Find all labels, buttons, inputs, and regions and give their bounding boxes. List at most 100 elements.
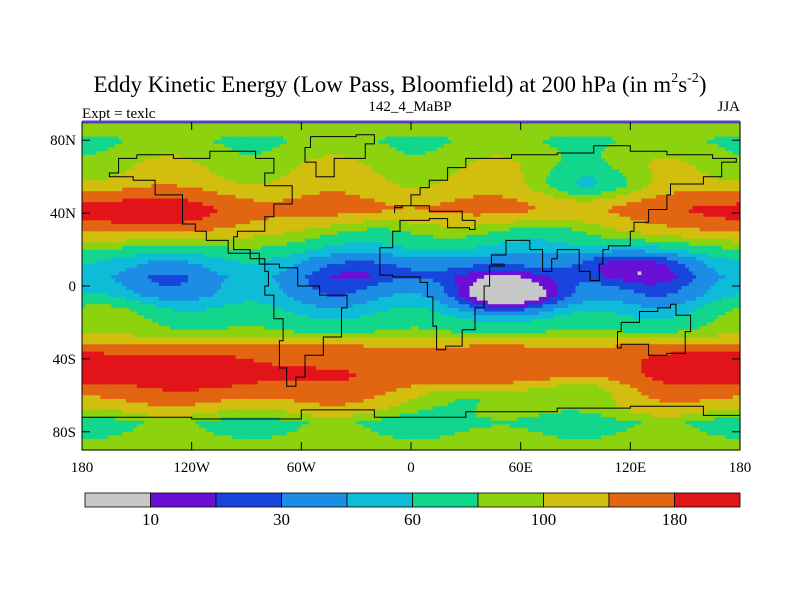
field-cell <box>242 191 248 196</box>
field-cell <box>440 140 445 145</box>
field-cell <box>147 151 153 156</box>
field-cell <box>729 129 734 134</box>
field-cell <box>436 194 441 200</box>
field-cell <box>692 136 697 141</box>
field-cell <box>246 122 251 127</box>
field-cell <box>520 213 525 218</box>
field-cell <box>538 194 544 200</box>
field-cell <box>151 154 156 160</box>
field-cell <box>480 169 485 174</box>
field-cell <box>612 173 617 178</box>
field-cell <box>345 136 350 141</box>
field-cell <box>436 147 441 152</box>
field-cell <box>612 183 617 189</box>
field-cell <box>557 194 562 200</box>
field-cell <box>228 147 233 152</box>
field-cell <box>352 198 357 203</box>
field-cell <box>312 213 317 218</box>
field-cell <box>184 122 189 127</box>
field-cell <box>465 213 471 218</box>
field-cell <box>487 154 493 160</box>
field-cell <box>666 129 672 134</box>
field-cell <box>85 183 90 189</box>
field-cell <box>326 205 332 211</box>
field-cell <box>688 176 694 181</box>
field-cell <box>688 209 694 214</box>
field-cell <box>253 220 259 225</box>
field-cell <box>674 158 679 163</box>
field-cell <box>85 173 90 178</box>
field-cell <box>560 158 566 163</box>
field-cell <box>447 136 452 141</box>
field-cell <box>685 125 690 130</box>
field-cell <box>491 140 496 145</box>
field-cell <box>224 136 229 141</box>
field-cell <box>436 169 441 174</box>
field-cell <box>341 183 346 189</box>
field-cell <box>158 125 164 130</box>
field-cell <box>670 216 675 221</box>
field-cell <box>220 213 226 218</box>
field-cell <box>180 180 185 185</box>
field-cell <box>520 154 525 160</box>
field-cell <box>436 140 441 145</box>
field-cell <box>549 187 555 192</box>
field-cell <box>436 165 441 170</box>
field-cell <box>155 216 160 221</box>
field-cell <box>261 205 266 211</box>
field-cell <box>378 151 383 156</box>
field-cell <box>374 169 379 174</box>
field-cell <box>396 191 401 196</box>
field-cell <box>337 205 343 211</box>
field-cell <box>319 158 324 163</box>
field-cell <box>699 202 705 207</box>
field-cell <box>527 209 533 214</box>
field-cell <box>535 176 540 181</box>
field-cell <box>268 143 273 149</box>
field-cell <box>166 154 171 160</box>
field-cell <box>538 173 544 178</box>
field-cell <box>443 162 449 167</box>
field-cell <box>703 151 708 156</box>
field-cell <box>231 122 237 127</box>
field-cell <box>188 140 193 145</box>
field-cell <box>644 216 650 221</box>
field-cell <box>480 205 485 211</box>
field-cell <box>129 158 134 163</box>
field-cell <box>626 136 631 141</box>
field-cell <box>118 198 123 203</box>
field-cell <box>619 202 624 207</box>
field-cell <box>166 143 171 149</box>
field-cell <box>155 220 160 225</box>
field-cell <box>447 122 452 127</box>
field-cell <box>476 176 482 181</box>
field-cell <box>623 132 628 138</box>
field-cell <box>301 154 306 160</box>
field-cell <box>473 132 478 138</box>
field-cell <box>696 151 701 156</box>
field-cell <box>147 180 153 185</box>
field-cell <box>542 183 547 189</box>
field-cell <box>597 209 602 214</box>
field-cell <box>304 220 310 225</box>
field-cell <box>107 180 112 185</box>
field-cell <box>184 220 189 225</box>
field-cell <box>677 205 683 211</box>
field-cell <box>582 216 588 221</box>
field-cell <box>140 158 145 163</box>
field-cell <box>111 136 116 141</box>
field-cell <box>462 205 467 211</box>
field-cell <box>495 176 500 181</box>
field-cell <box>162 220 167 225</box>
field-cell <box>122 194 127 200</box>
field-cell <box>557 183 562 189</box>
field-cell <box>641 191 646 196</box>
field-cell <box>571 158 577 163</box>
field-cell <box>495 180 500 185</box>
field-cell <box>257 165 262 170</box>
field-cell <box>568 143 573 149</box>
field-cell <box>637 136 642 141</box>
field-cell <box>129 187 134 192</box>
field-cell <box>414 129 419 134</box>
field-cell <box>209 140 215 145</box>
